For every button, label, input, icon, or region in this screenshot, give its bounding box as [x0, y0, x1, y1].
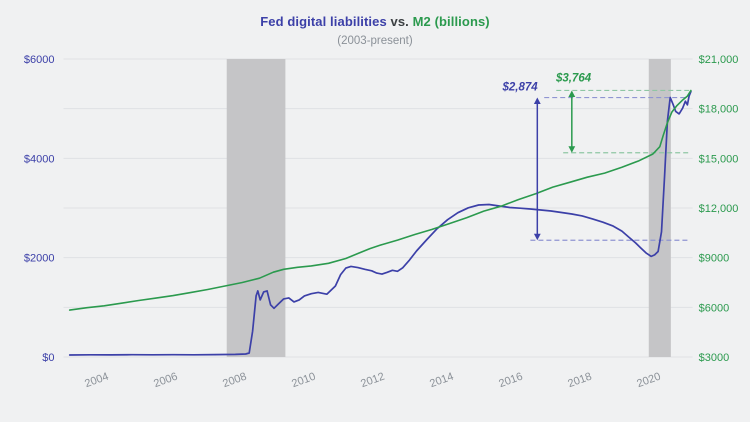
title-series-fed: Fed digital liabilities [260, 14, 387, 29]
left-axis-tick: $2000 [24, 253, 55, 265]
right-axis-tick: $9000 [699, 253, 730, 265]
left-axis-tick: $0 [42, 352, 54, 364]
m2-gap-arrowhead-bottom [568, 146, 576, 153]
x-axis-tick: 2004 [83, 371, 110, 391]
x-axis-tick: 2006 [152, 371, 179, 391]
series-fed-digital-liabilities [68, 90, 692, 356]
recession-band [226, 59, 286, 357]
right-axis-tick: $6000 [699, 302, 730, 314]
x-axis-tick: 2016 [497, 371, 524, 391]
chart-header: Fed digital liabilities vs. M2 (billions… [0, 15, 750, 48]
left-axis-tick: $6000 [24, 54, 55, 66]
x-axis-tick: 2020 [635, 371, 662, 391]
x-axis-tick: 2014 [428, 371, 455, 391]
fed-gap-label: $2,874 [501, 82, 538, 94]
right-axis-tick: $18,000 [699, 104, 739, 116]
chart-subtitle: (2003-present) [337, 35, 413, 47]
x-axis-tick: 2010 [290, 371, 317, 391]
right-axis-tick: $15,000 [699, 153, 739, 165]
left-axis-tick: $4000 [24, 153, 55, 165]
x-axis-tick: 2008 [221, 371, 248, 391]
right-axis-tick: $3000 [699, 352, 730, 364]
recession-band [648, 59, 671, 357]
fed-gap-arrowhead-bottom [533, 233, 541, 241]
x-axis-tick: 2018 [566, 371, 593, 391]
fed-gap-arrowhead-top [533, 97, 541, 105]
right-axis-tick: $12,000 [699, 203, 739, 215]
chart-title: Fed digital liabilities vs. M2 (billions… [0, 15, 750, 28]
title-vs: vs. [390, 14, 409, 29]
right-axis-tick: $21,000 [699, 54, 739, 66]
series-m2 [68, 89, 692, 311]
m2-gap-label: $3,764 [555, 72, 592, 84]
x-axis-tick: 2012 [359, 371, 386, 391]
m2-gap-arrowhead-top [568, 90, 576, 97]
title-series-m2: M2 (billions) [412, 14, 490, 29]
